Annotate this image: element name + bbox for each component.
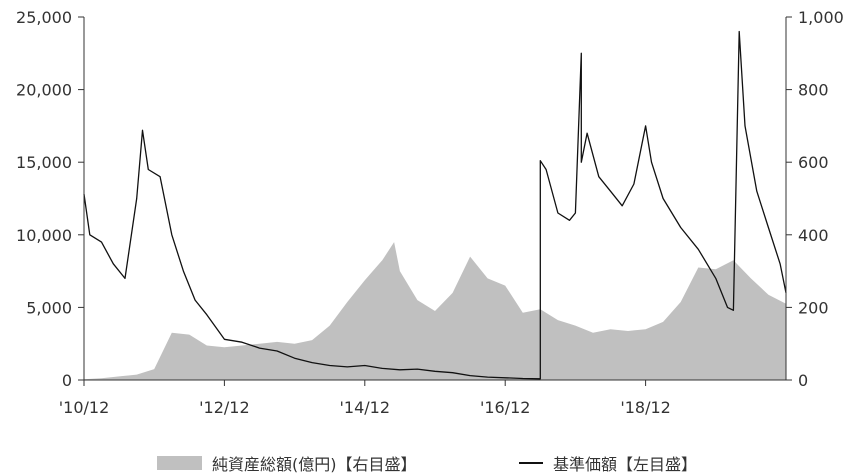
left-tick-label: 5,000 [26, 298, 72, 317]
nav-area [84, 242, 786, 380]
price-line [83, 30, 787, 380]
right-tick-label: 0 [798, 371, 808, 390]
right-tick: 800 [786, 81, 829, 100]
left-tick-label: 20,000 [16, 81, 72, 100]
x-tick-label: '12/12 [199, 398, 250, 417]
right-y-axis: 0 200 400 600 800 1,000 [785, 8, 844, 390]
right-tick: 600 [786, 153, 829, 172]
right-tick: 400 [786, 226, 829, 245]
chart: 0 5,000 10,000 15,000 20,000 25,000 0 200 400 60… [16, 8, 844, 417]
x-tick: '18/12 [620, 380, 671, 417]
x-axis: '10/12 '12/12 '14/12 '16/12 '18/12 [59, 379, 786, 417]
legend-label-nav: 純資産総額(億円)【右目盛】 [212, 455, 417, 474]
legend-swatch-area [157, 456, 202, 470]
left-y-axis: 0 5,000 10,000 15,000 20,000 25,000 [16, 8, 85, 390]
left-tick: 20,000 [16, 81, 84, 100]
right-tick-label: 400 [798, 226, 829, 245]
left-tick: 10,000 [16, 226, 84, 245]
x-tick-label: '18/12 [620, 398, 671, 417]
left-tick: 15,000 [16, 153, 84, 172]
x-tick: '16/12 [480, 380, 531, 417]
left-tick: 0 [62, 371, 84, 390]
legend-label-price: 基準価額【左目盛】 [553, 455, 698, 474]
price-line-series [83, 30, 787, 380]
left-tick-label: 10,000 [16, 226, 72, 245]
legend-swatch-line [519, 462, 543, 464]
left-tick: 25,000 [16, 8, 84, 27]
x-tick: '12/12 [199, 380, 250, 417]
right-tick-label: 800 [798, 81, 829, 100]
x-tick-label: '14/12 [340, 398, 391, 417]
right-tick: 200 [786, 298, 829, 317]
x-tick: '14/12 [340, 380, 391, 417]
left-tick: 5,000 [26, 298, 84, 317]
right-tick-label: 1,000 [798, 8, 844, 27]
x-tick-label: '16/12 [480, 398, 531, 417]
left-tick-label: 0 [62, 371, 72, 390]
right-tick-label: 600 [798, 153, 829, 172]
x-tick: '10/12 [59, 380, 110, 417]
right-tick: 0 [786, 371, 808, 390]
right-tick: 1,000 [786, 8, 844, 27]
left-tick-label: 25,000 [16, 8, 72, 27]
right-tick-label: 200 [798, 298, 829, 317]
x-tick-label: '10/12 [59, 398, 110, 417]
left-tick-label: 15,000 [16, 153, 72, 172]
legend: 純資産総額(億円)【右目盛】 基準価額【左目盛】 [0, 451, 848, 475]
nav-area-series [84, 242, 786, 380]
